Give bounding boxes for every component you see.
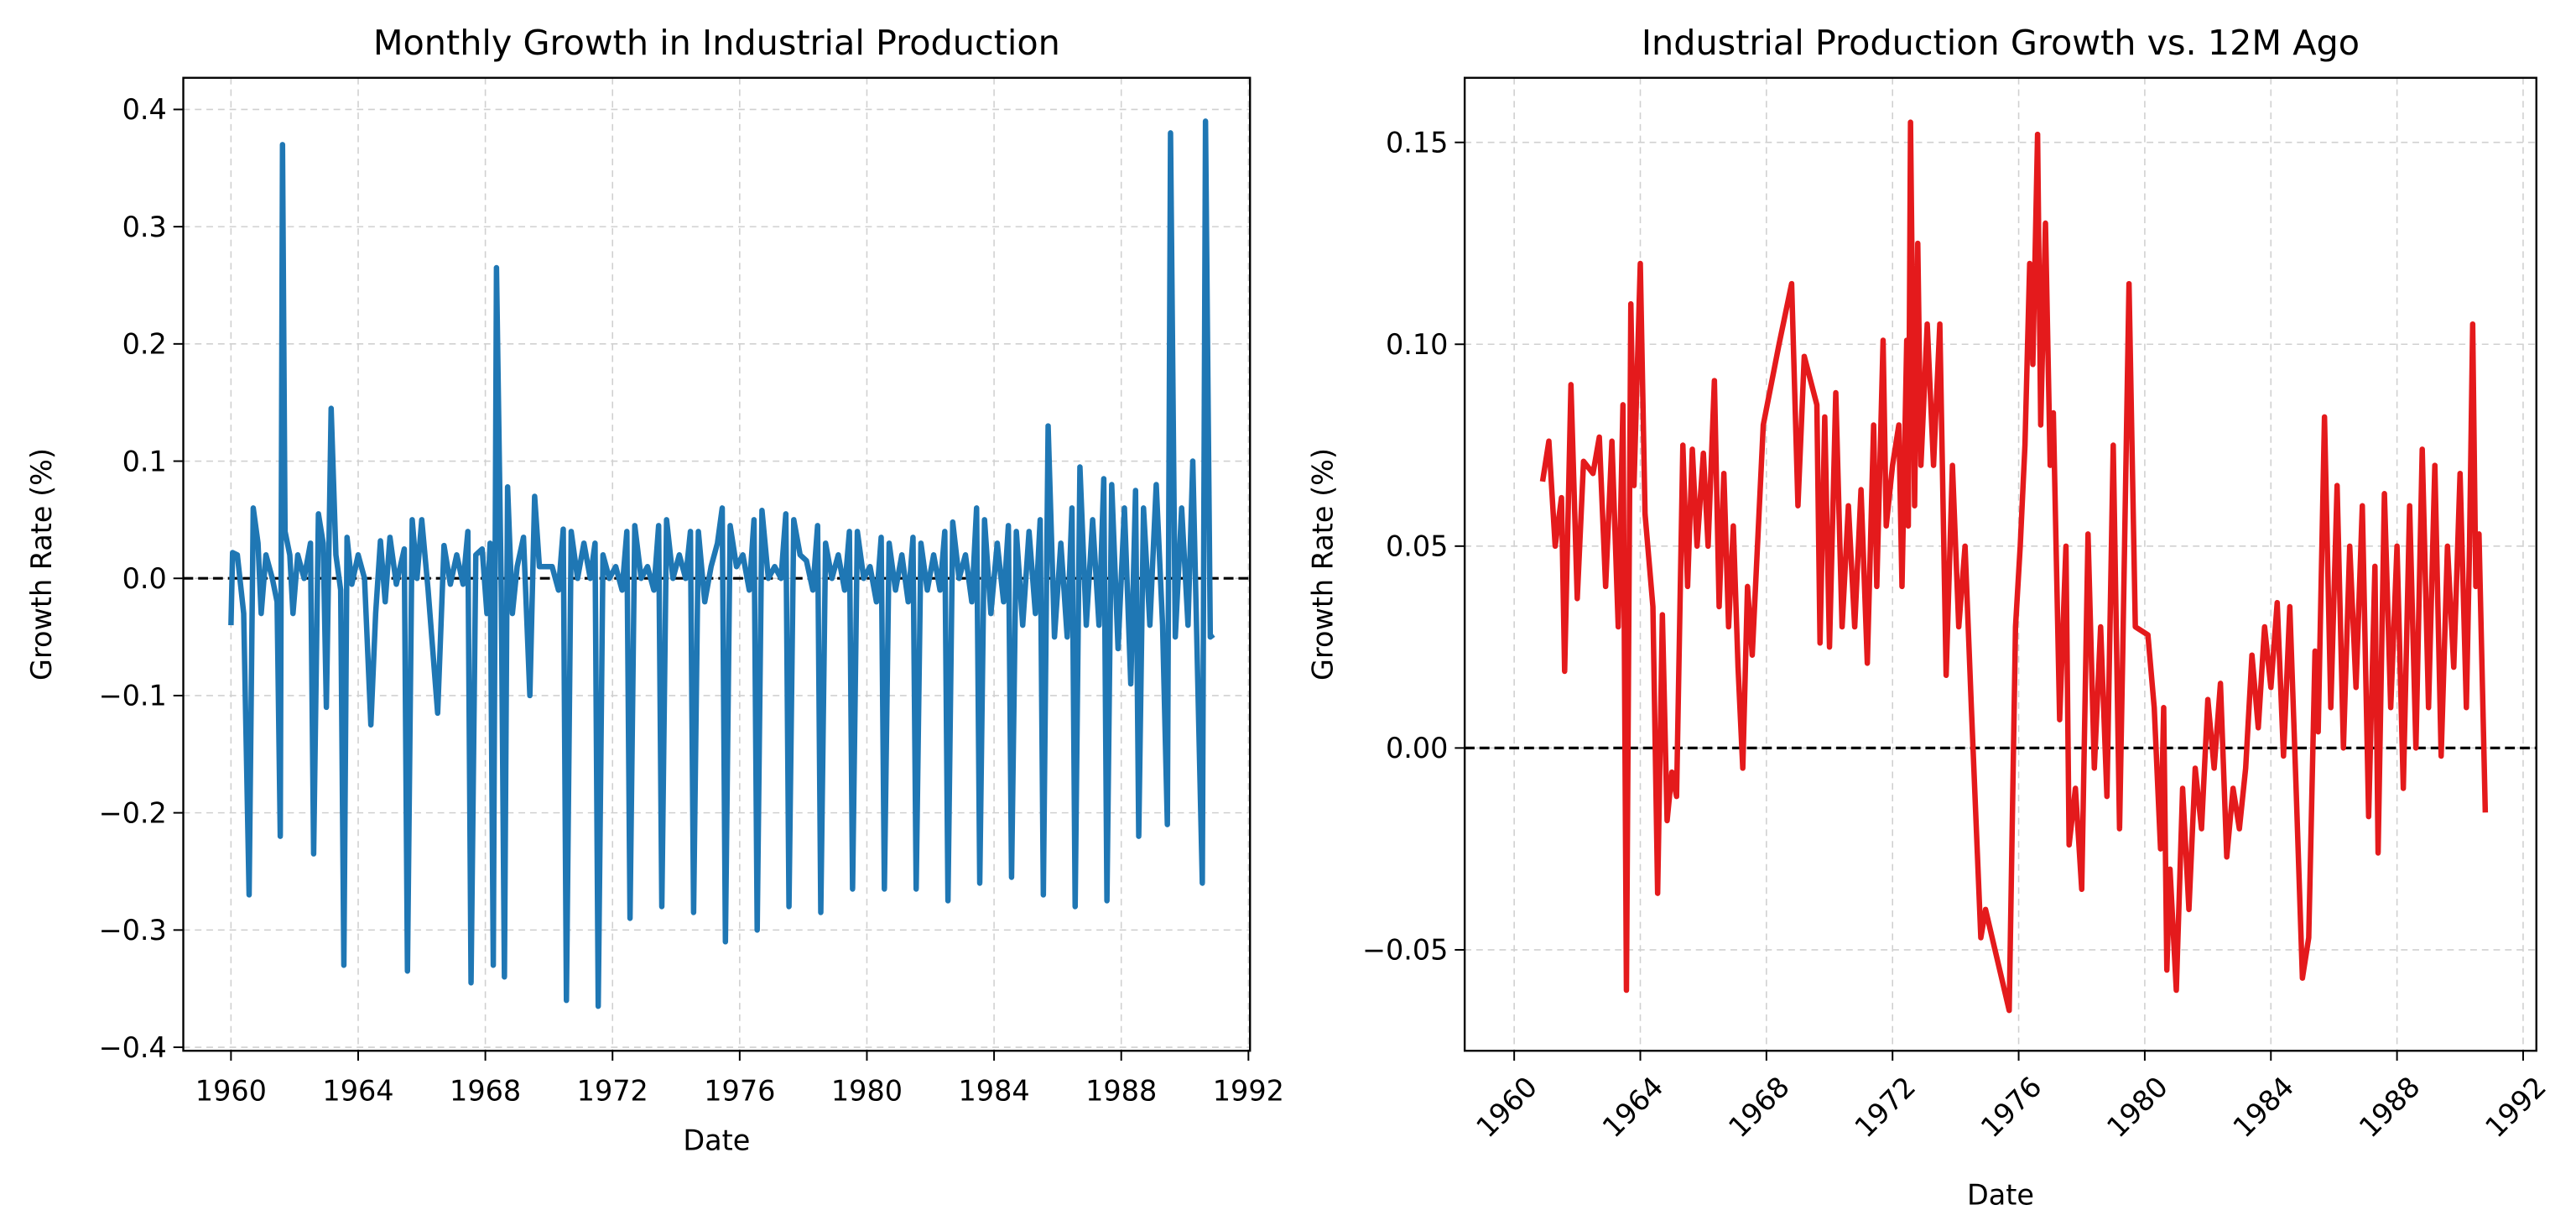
- data-line: [228, 118, 1215, 1009]
- chart-title: Industrial Production Growth vs. 12M Ago: [1642, 23, 2360, 63]
- x-axis-label: Date: [1967, 1178, 2034, 1211]
- axes-frame: [182, 76, 1252, 1052]
- x-tick-label: 1964: [322, 1074, 393, 1107]
- y-tick-label: −0.4: [99, 1031, 167, 1064]
- x-tick-label: 1960: [1470, 1070, 1543, 1144]
- y-tick-label: 0.15: [1386, 127, 1449, 159]
- y-tick-label: −0.05: [1362, 934, 1449, 967]
- x-tick-label: 1972: [1848, 1070, 1922, 1144]
- x-tick-label: 1988: [1085, 1074, 1157, 1107]
- x-tick-label: 1984: [2226, 1070, 2300, 1144]
- x-tick-label: 1968: [450, 1074, 521, 1107]
- y-tick-label: 0.00: [1386, 732, 1449, 764]
- y-tick-label: 0.0: [122, 562, 167, 595]
- x-tick-label: 1960: [195, 1074, 267, 1107]
- y-tick-label: 0.4: [122, 93, 167, 126]
- y-tick-label: −0.2: [99, 796, 167, 829]
- x-tick-label: 1992: [2479, 1070, 2553, 1144]
- axes-frame: [1463, 76, 2537, 1052]
- x-tick-label: 1972: [577, 1074, 648, 1107]
- y-tick-label: 0.2: [122, 328, 167, 361]
- x-tick-label: 1984: [959, 1074, 1030, 1107]
- x-tick-label: 1976: [704, 1074, 775, 1107]
- y-tick-label: −0.3: [99, 914, 167, 947]
- subplot: 1960 1964 1968 1972 1976 1980 1984 1988 1992 −0.0…: [1307, 23, 2553, 1211]
- x-tick-label: 1992: [1213, 1074, 1284, 1107]
- y-tick-label: 0.1: [122, 445, 167, 477]
- y-tick-label: 0.3: [122, 211, 167, 243]
- x-axis-label: Date: [683, 1124, 750, 1156]
- x-tick-label: 1976: [1975, 1070, 2048, 1144]
- y-axis-label: Growth Rate (%): [25, 448, 58, 681]
- x-tick-label: 1980: [831, 1074, 903, 1107]
- y-tick-label: −0.1: [99, 680, 167, 712]
- y-axis-label: Growth Rate (%): [1307, 448, 1340, 681]
- x-tick-label: 1968: [1722, 1070, 1796, 1144]
- data-line: [1539, 119, 2489, 1014]
- subplot: 1960 1964 1968 1972 1976 1980 1984 1988 1992 −0.4…: [25, 23, 1284, 1156]
- y-tick-label: 0.05: [1386, 530, 1449, 563]
- x-tick-label: 1964: [1596, 1070, 1670, 1144]
- x-tick-label: 1988: [2353, 1070, 2427, 1144]
- chart-title: Monthly Growth in Industrial Production: [373, 23, 1060, 63]
- y-tick-label: 0.10: [1386, 328, 1449, 361]
- x-tick-label: 1980: [2100, 1070, 2174, 1144]
